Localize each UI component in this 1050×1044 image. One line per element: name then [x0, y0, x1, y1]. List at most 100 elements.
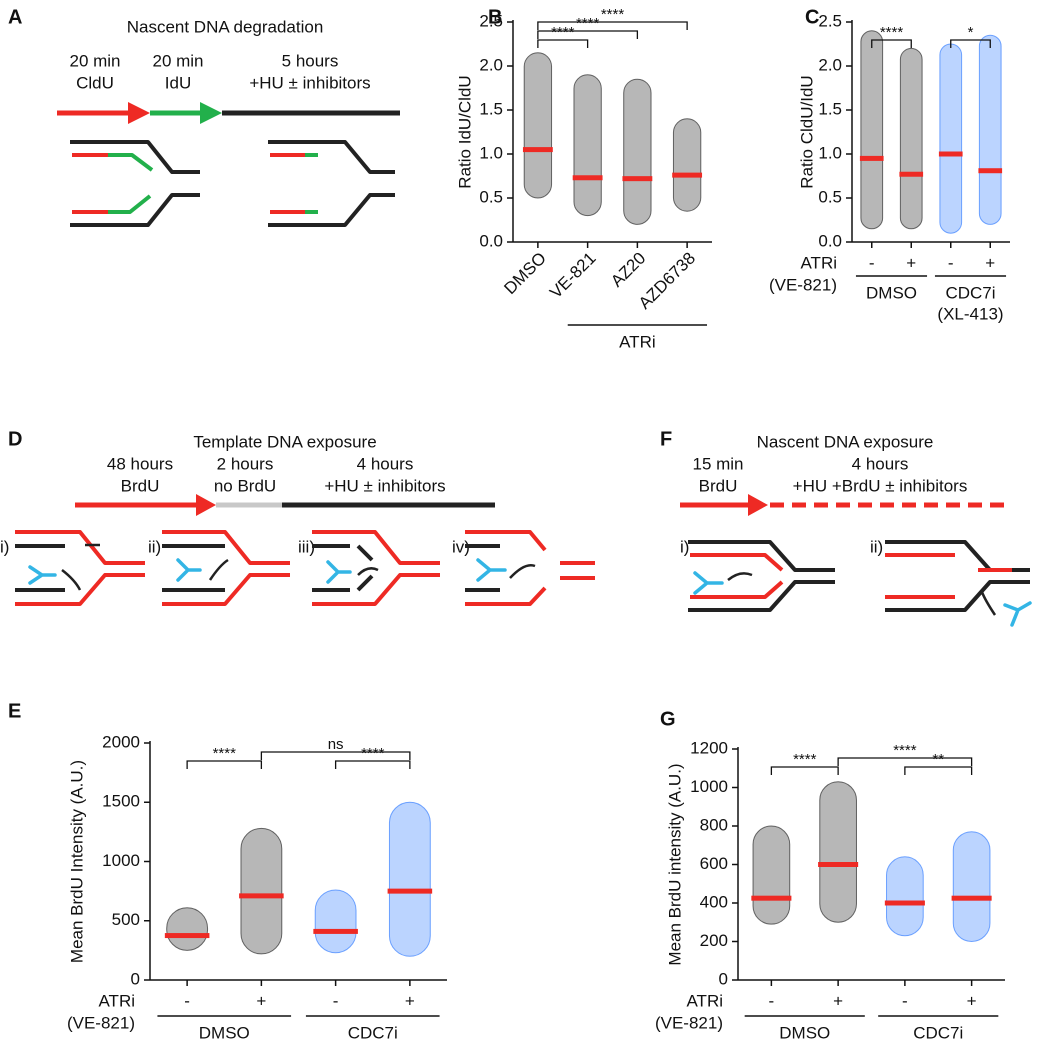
y-tick-label: 2000 — [102, 732, 140, 751]
row-label: ATRi — [800, 253, 837, 272]
distribution — [899, 47, 923, 230]
y-axis-label: Ratio CldU/IdU — [797, 75, 816, 188]
y-axis-label: Mean BrdU Intensity (A.U.) — [67, 760, 86, 963]
median-bar — [938, 151, 963, 157]
step-label: 4 hours — [852, 454, 909, 473]
significance-bracket — [770, 766, 839, 775]
significance-bracket — [871, 39, 912, 48]
y-tick-label: 600 — [700, 854, 728, 873]
distribution — [886, 856, 924, 937]
distribution — [314, 889, 357, 954]
y-tick-label: 1000 — [102, 851, 140, 870]
fork-diagram — [688, 540, 1032, 627]
x-tick-label: - — [333, 991, 339, 1010]
x-tick-label: + — [985, 253, 995, 272]
x-tick-label: DMSO — [500, 249, 549, 298]
distribution — [573, 74, 602, 217]
y-tick-label: 0.0 — [818, 231, 842, 250]
step-label: +HU ± inhibitors — [249, 73, 370, 92]
step-label: 20 min — [152, 51, 203, 70]
substep-label: i) — [0, 537, 9, 556]
group-label: CDC7i — [945, 283, 995, 302]
median-bar — [239, 893, 284, 899]
group-label: DMSO — [199, 1023, 250, 1042]
y-axis-label: Mean BrdU intensity (A.U.) — [665, 763, 684, 965]
y-tick-label: 1500 — [102, 792, 140, 811]
x-tick-label: VE-821 — [546, 249, 600, 303]
distribution — [240, 827, 283, 955]
step-label: BrdU — [699, 476, 738, 495]
distribution — [752, 825, 791, 925]
significance-label: **** — [601, 6, 625, 23]
group-label: (XL-413) — [937, 304, 1003, 323]
significance-bracket — [186, 760, 263, 769]
group-label: CDC7i — [348, 1023, 398, 1042]
row-label: ATRi — [98, 991, 135, 1010]
y-tick-label: 0 — [131, 969, 140, 988]
distribution — [672, 118, 702, 212]
y-tick-label: 200 — [700, 931, 728, 950]
step-label: BrdU — [121, 476, 160, 495]
significance-label: * — [968, 24, 974, 41]
significance-bracket — [904, 766, 973, 775]
x-tick-label: + — [967, 991, 977, 1010]
significance-label: **** — [361, 745, 385, 762]
median-bar — [978, 168, 1003, 174]
row-label: (VE-821) — [67, 1013, 135, 1032]
step-label: no BrdU — [214, 476, 276, 495]
significance-label: ns — [328, 736, 344, 753]
y-tick-label: 1000 — [690, 777, 728, 796]
y-tick-label: 500 — [112, 910, 140, 929]
y-tick-label: 1.0 — [479, 143, 503, 162]
y-tick-label: 1.5 — [818, 99, 842, 118]
fork-diagram — [70, 140, 395, 227]
timeline — [75, 494, 495, 516]
x-tick-label: - — [769, 991, 775, 1010]
panel-title: Nascent DNA degradation — [127, 17, 324, 36]
y-tick-label: 1.5 — [479, 99, 503, 118]
significance-bracket — [950, 39, 991, 48]
y-tick-label: 2.5 — [479, 11, 503, 30]
y-tick-label: 2.5 — [818, 11, 842, 30]
step-label: 48 hours — [107, 454, 173, 473]
x-tick-label: + — [405, 991, 415, 1010]
x-tick-label: + — [256, 991, 266, 1010]
panel-title: Template DNA exposure — [193, 432, 376, 451]
significance-label: **** — [213, 745, 237, 762]
step-label: 15 min — [692, 454, 743, 473]
significance-bracket — [537, 39, 589, 48]
median-bar — [164, 933, 210, 939]
x-tick-label: - — [902, 991, 908, 1010]
significance-bracket — [334, 760, 411, 769]
y-tick-label: 1200 — [690, 738, 728, 757]
panel-label: F — [660, 428, 672, 450]
distribution — [860, 30, 884, 230]
group-label: DMSO — [866, 283, 917, 302]
step-label: 2 hours — [217, 454, 274, 473]
panel-label: B — [488, 6, 502, 28]
median-bar — [859, 155, 884, 161]
group-label: CDC7i — [913, 1023, 963, 1042]
median-bar — [387, 888, 433, 894]
panel-label: C — [805, 6, 819, 28]
panel-label: E — [8, 700, 21, 722]
substep-label: iv) — [452, 537, 470, 556]
median-bar — [751, 895, 792, 901]
y-tick-label: 0.5 — [479, 187, 503, 206]
y-tick-label: 2.0 — [818, 55, 842, 74]
y-tick-label: 2.0 — [479, 55, 503, 74]
median-bar — [572, 175, 603, 181]
group-label: DMSO — [779, 1023, 830, 1042]
step-label: +HU +BrdU ± inhibitors — [793, 476, 968, 495]
median-bar — [313, 928, 358, 934]
significance-label: ** — [932, 751, 944, 768]
significance-bracket — [537, 21, 688, 30]
panel-title: Nascent DNA exposure — [757, 432, 934, 451]
step-label: 20 min — [69, 51, 120, 70]
row-label: (VE-821) — [769, 275, 837, 294]
significance-label: **** — [880, 24, 904, 41]
y-tick-label: 0 — [719, 969, 728, 988]
y-tick-label: 400 — [700, 892, 728, 911]
significance-bracket — [260, 751, 411, 760]
median-bar — [899, 171, 924, 177]
